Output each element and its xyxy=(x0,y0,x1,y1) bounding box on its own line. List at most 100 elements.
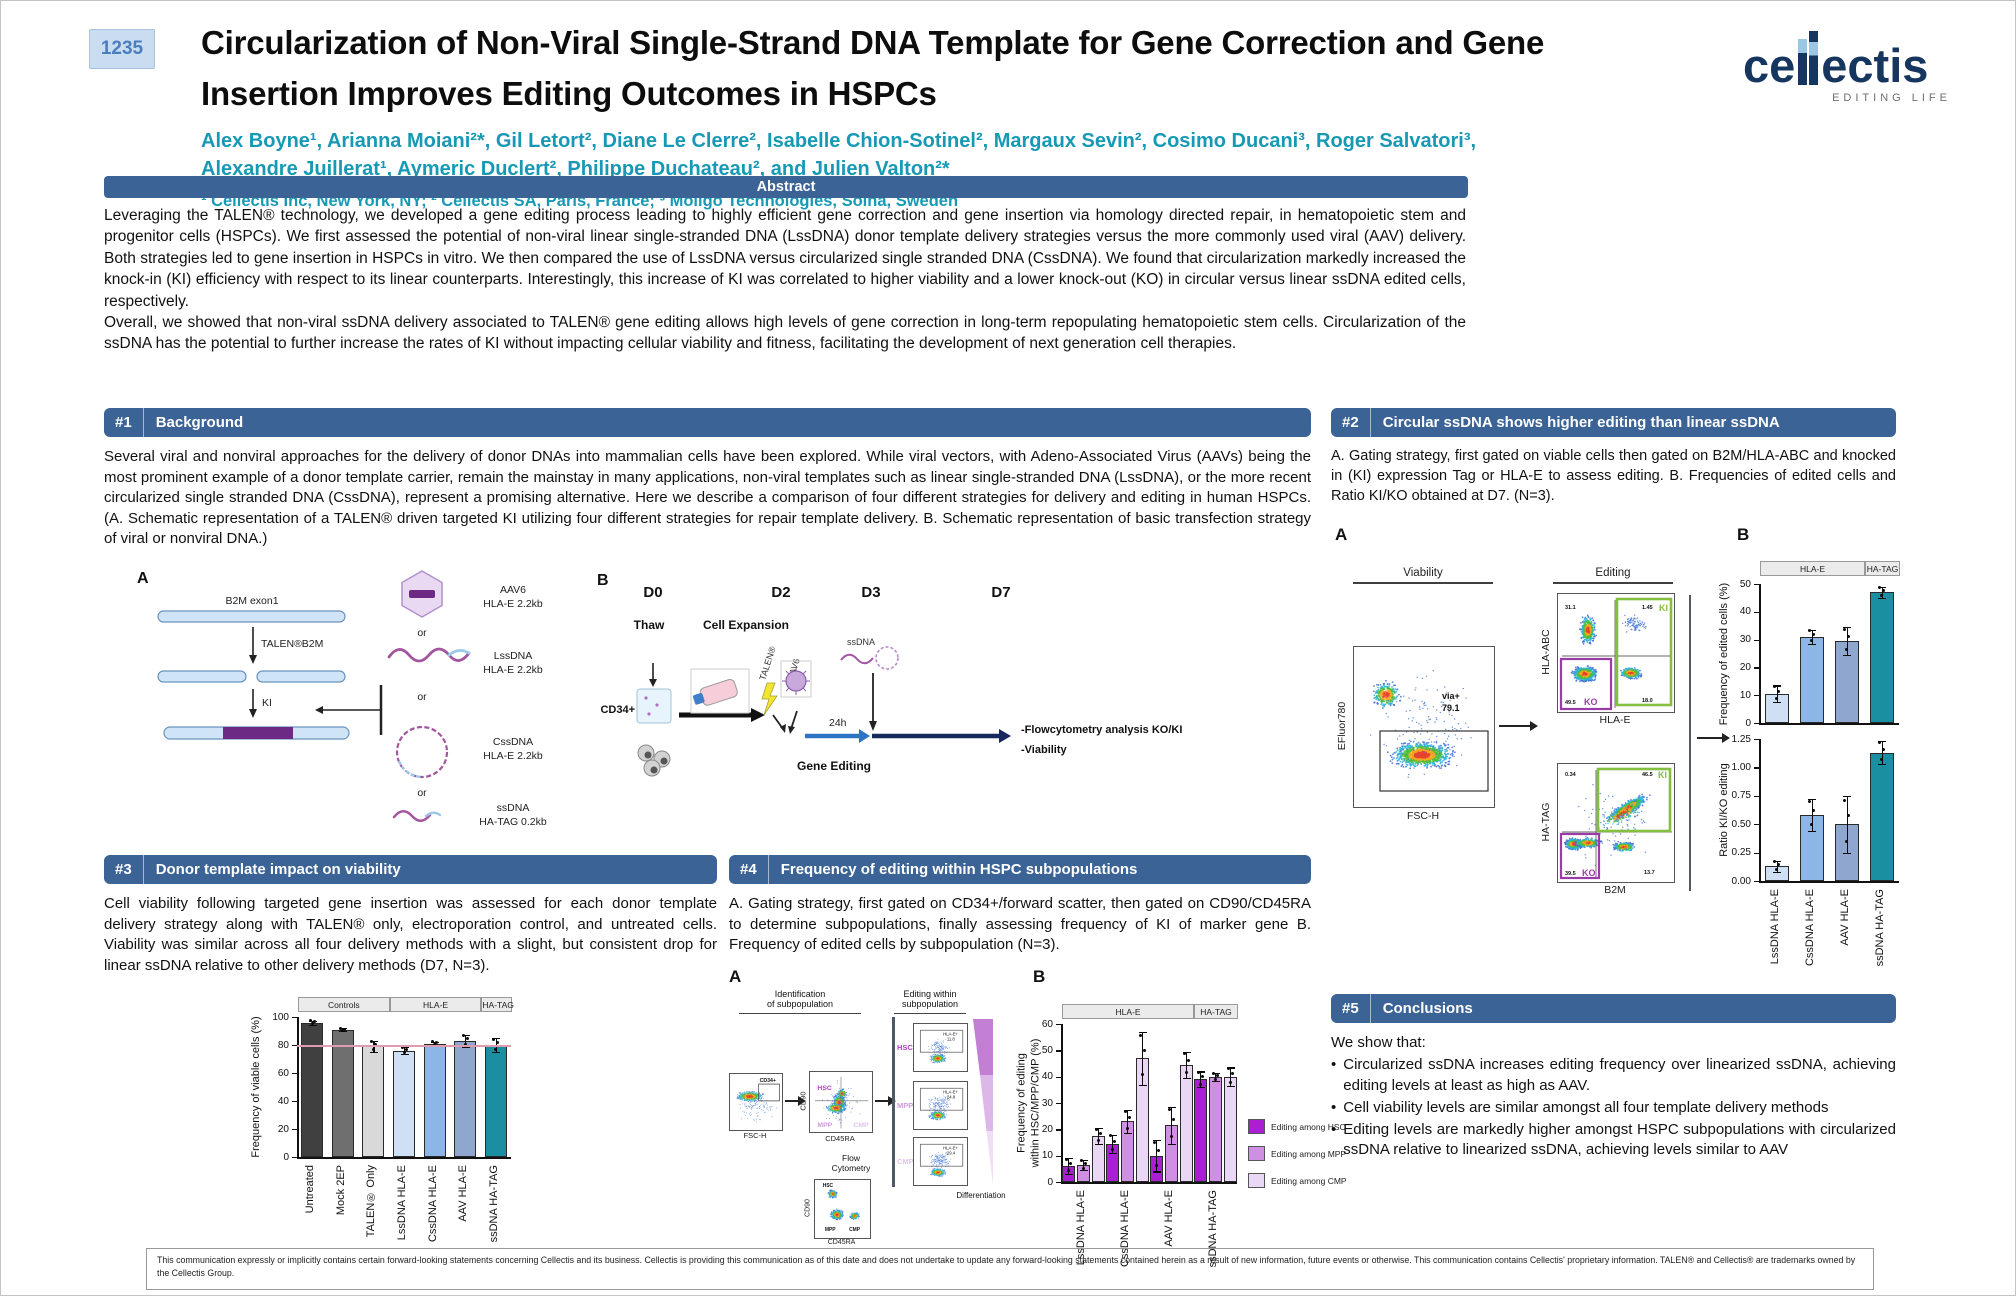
cssdna-circle-icon xyxy=(395,725,449,779)
viability-flow-plot: via+ 79.1 xyxy=(1353,646,1495,808)
bar xyxy=(1193,1079,1207,1182)
ticklab: 30 xyxy=(1041,1097,1053,1109)
logo-l-bar2-icon xyxy=(1809,31,1819,85)
logo-tagline: EDITING LIFE xyxy=(1832,92,1951,104)
ax xyxy=(1754,723,1759,725)
bar xyxy=(1869,752,1894,881)
gating-arrow-1-icon xyxy=(1499,721,1538,731)
ax xyxy=(1754,881,1759,883)
fig2a-label: A xyxy=(1335,525,1348,544)
dot xyxy=(1079,1158,1083,1162)
ticklab: 40 xyxy=(277,1095,289,1107)
dot xyxy=(1880,757,1883,761)
dot xyxy=(1845,647,1848,651)
legend-row: Editing among CMP xyxy=(1248,1173,1347,1188)
section1-body: Several viral and nonviral approaches fo… xyxy=(104,448,1311,548)
ssdna-delivery-label: ssDNA xyxy=(847,637,875,647)
legend-label: Editing among HSC xyxy=(1271,1121,1346,1132)
logo-text-part1: ce xyxy=(1743,39,1796,93)
ticklab: 20 xyxy=(1739,661,1751,673)
ticklab: 40 xyxy=(1041,1071,1053,1083)
ticklab: 50 xyxy=(1739,578,1751,590)
wh xyxy=(1878,586,1886,588)
ax xyxy=(1754,795,1759,798)
bar xyxy=(1208,1076,1222,1182)
dot xyxy=(1773,685,1776,689)
section4-header: #4 Frequency of editing within HSPC subp… xyxy=(729,855,1311,884)
wh xyxy=(308,1024,317,1026)
bar xyxy=(1179,1064,1193,1182)
bar xyxy=(423,1043,446,1157)
dot xyxy=(369,1040,373,1044)
frozen-vial-icon xyxy=(636,688,672,724)
ticklab: 10 xyxy=(1041,1150,1053,1162)
dot xyxy=(400,1046,404,1050)
dot xyxy=(310,1022,314,1026)
flask-icon xyxy=(692,679,738,706)
gating-arrow-2-icon xyxy=(1697,733,1730,743)
or-1: or xyxy=(417,627,427,639)
template-3-size: HLA-E 2.2kb xyxy=(483,750,543,762)
template-1-name: AAV6 xyxy=(500,584,526,596)
dot xyxy=(1094,1127,1098,1131)
catlab: ssDNA HA-TAG xyxy=(1873,889,1886,967)
ghead: HLA-E xyxy=(1760,561,1865,576)
ticklab: 0 xyxy=(283,1151,289,1163)
hsc-editing-plot: HLA-E+11.8 xyxy=(913,1023,968,1072)
conclusions-intro: We show that: xyxy=(1331,1034,1426,1051)
dot xyxy=(1773,859,1776,863)
catlab: LssDNA HLA-E xyxy=(1768,889,1781,965)
legend-swatch-icon xyxy=(1248,1119,1265,1134)
gene-editing-label: Gene Editing xyxy=(797,759,871,773)
day3-label: D3 xyxy=(861,584,880,601)
dot xyxy=(1847,635,1850,639)
contour-x-axis-label: CD45RA xyxy=(827,1239,856,1246)
wh xyxy=(1878,741,1886,743)
dot xyxy=(1878,586,1881,590)
template-2-size: HLA-E 2.2kb xyxy=(483,664,543,676)
dot xyxy=(1167,1108,1171,1112)
wh xyxy=(1196,1071,1205,1073)
subpop-arrow-2-icon xyxy=(875,1096,896,1106)
wh xyxy=(1881,586,1883,598)
dot xyxy=(1775,697,1778,701)
bar xyxy=(454,1040,477,1157)
section1-number: #1 xyxy=(104,408,144,437)
conclusion-bullet-1: • Circularized ssDNA increases editing f… xyxy=(1331,1055,1896,1096)
ticklab: 20 xyxy=(1041,1123,1053,1135)
knockin-insert-bar xyxy=(223,727,293,739)
section5-header: #5 Conclusions xyxy=(1331,994,1896,1023)
hsc-row-label: HSC xyxy=(897,1043,913,1052)
fig1a-ki-schematic: A B2M exon1 TALEN®B2M KI or or or AAV6 H… xyxy=(137,570,547,828)
wh xyxy=(1773,871,1781,874)
wh xyxy=(1098,1128,1100,1144)
wh xyxy=(1230,1067,1232,1086)
wh xyxy=(1079,1170,1088,1172)
fig1b-label: B xyxy=(597,572,609,589)
wh xyxy=(1152,1171,1161,1173)
ax xyxy=(1061,1024,1063,1182)
efluor780-axis-label: EFluor780 xyxy=(1336,701,1348,751)
day0-label: D0 xyxy=(643,584,662,601)
wh xyxy=(1156,1139,1158,1172)
wh xyxy=(1108,1134,1117,1136)
svg-text:79.1: 79.1 xyxy=(1442,703,1460,713)
legend-row: Editing among MPP xyxy=(1248,1146,1346,1161)
dot xyxy=(1096,1139,1100,1143)
wh xyxy=(461,1034,470,1036)
wh xyxy=(1094,1128,1103,1130)
poster-number-badge: 1235 xyxy=(89,29,155,69)
ylab: Ratio KI/KO editing xyxy=(1718,763,1731,857)
wh xyxy=(1064,1174,1073,1176)
wh xyxy=(461,1047,470,1049)
dot xyxy=(1228,1080,1232,1084)
section3-title: Donor template impact on viability xyxy=(155,861,401,878)
dot xyxy=(1154,1163,1158,1167)
poster-title: Circularization of Non-Viral Single-Stra… xyxy=(201,24,1545,113)
dot xyxy=(1182,1052,1186,1056)
cd45ra-axis-label: CD45RA xyxy=(825,1134,855,1143)
flask-box xyxy=(690,668,750,714)
dot xyxy=(1845,839,1848,843)
